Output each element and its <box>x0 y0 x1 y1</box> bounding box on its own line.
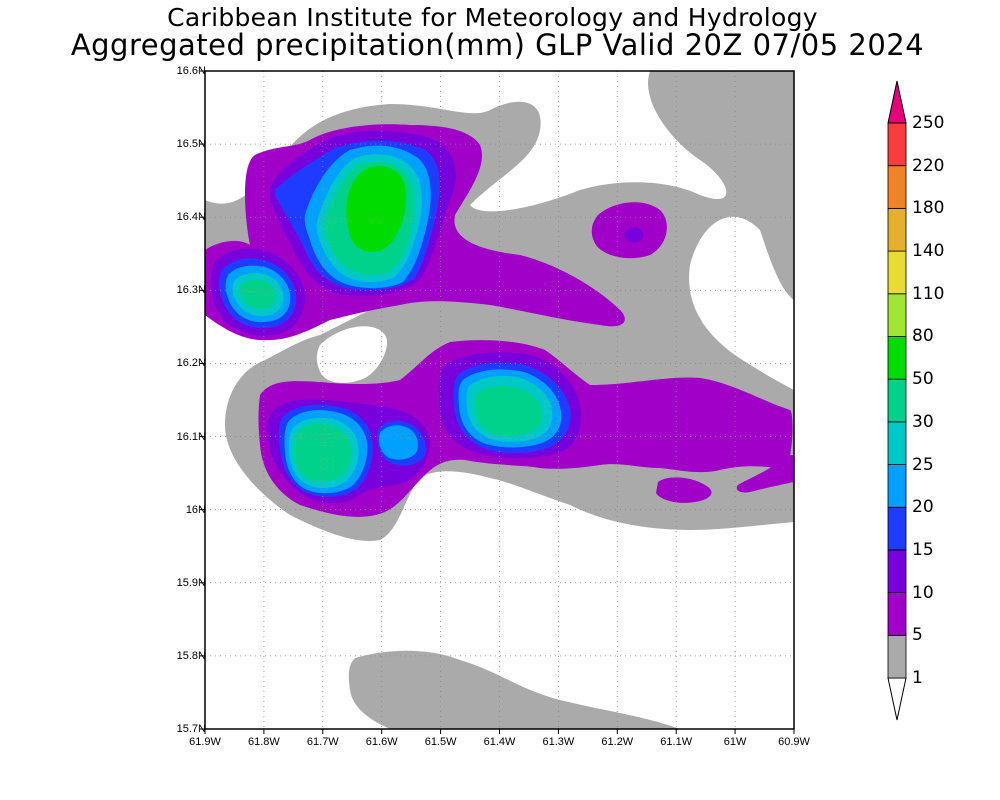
colorbar-swatch <box>887 549 907 594</box>
x-tick-label: 61.4W <box>483 736 516 748</box>
colorbar-swatch <box>887 378 907 423</box>
colorbar <box>887 80 907 721</box>
colorbar-swatch <box>887 165 907 209</box>
x-tick-label: 61.6W <box>365 736 398 748</box>
x-tick-label: 61.2W <box>601 736 634 748</box>
colorbar-swatch <box>887 122 907 167</box>
colorbar-level-label: 180 <box>912 198 945 219</box>
colorbar-swatch <box>887 421 907 465</box>
x-tick-label: 61.7W <box>306 736 339 748</box>
colorbar-swatch <box>887 634 907 679</box>
y-tick-label: 16.3N <box>176 284 206 297</box>
colorbar-swatch <box>887 250 907 295</box>
title-line-2: Aggregated precipitation(mm) GLP Valid 2… <box>70 28 925 62</box>
colorbar-level-label: 110 <box>912 283 945 304</box>
colorbar-level-label: 10 <box>912 582 934 603</box>
colorbar-level-label: 5 <box>912 625 923 646</box>
colorbar-swatch <box>887 464 907 508</box>
colorbar-level-label: 140 <box>912 241 945 262</box>
colorbar-level-label: 20 <box>912 497 934 518</box>
x-tick-label: 60.9W <box>778 736 810 748</box>
colorbar-level-label: 25 <box>912 454 934 475</box>
y-tick-label: 16.1N <box>176 430 206 443</box>
colorbar-level-label: 250 <box>912 113 945 133</box>
colorbar-level-label: 15 <box>912 539 934 560</box>
title-line-1: Caribbean Institute for Meteorology and … <box>167 3 818 32</box>
colorbar-swatch <box>887 293 907 337</box>
precipitation-field <box>205 71 794 729</box>
colorbar-swatch <box>887 336 907 380</box>
y-tick-label: 16N <box>185 503 206 516</box>
x-tick-label: 61W <box>723 736 747 748</box>
colorbar-swatch <box>887 592 907 636</box>
y-tick-label: 16.4N <box>176 211 206 224</box>
y-tick-label: 15.8N <box>176 649 206 662</box>
colorbar-arrow-low <box>887 677 907 721</box>
colorbar-level-label: 30 <box>912 411 934 432</box>
colorbar-level-label: 220 <box>912 155 945 176</box>
x-tick-label: 61.3W <box>542 736 575 748</box>
colorbar-level-label: 80 <box>912 326 934 347</box>
y-tick-label: 16.5N <box>176 138 206 151</box>
x-tick-label: 61.8W <box>247 736 280 748</box>
colorbar-swatch <box>887 207 907 252</box>
x-tick-label: 61.5W <box>424 736 457 748</box>
y-tick-label: 15.7N <box>176 723 206 735</box>
y-tick-label: 15.9N <box>176 576 206 589</box>
y-tick-label: 16.6N <box>176 65 206 77</box>
colorbar-level-label: 50 <box>912 369 934 390</box>
y-tick-label: 16.2N <box>176 357 206 370</box>
map-grid <box>205 71 794 729</box>
field-level-50-80 <box>346 165 407 252</box>
colorbar-arrow-high <box>887 80 907 124</box>
colorbar-swatch <box>887 506 907 551</box>
x-tick-label: 61.9W <box>189 736 221 748</box>
x-tick-label: 61.1W <box>660 736 693 748</box>
axis-ticks <box>200 70 795 734</box>
colorbar-level-label: 1 <box>912 668 923 688</box>
